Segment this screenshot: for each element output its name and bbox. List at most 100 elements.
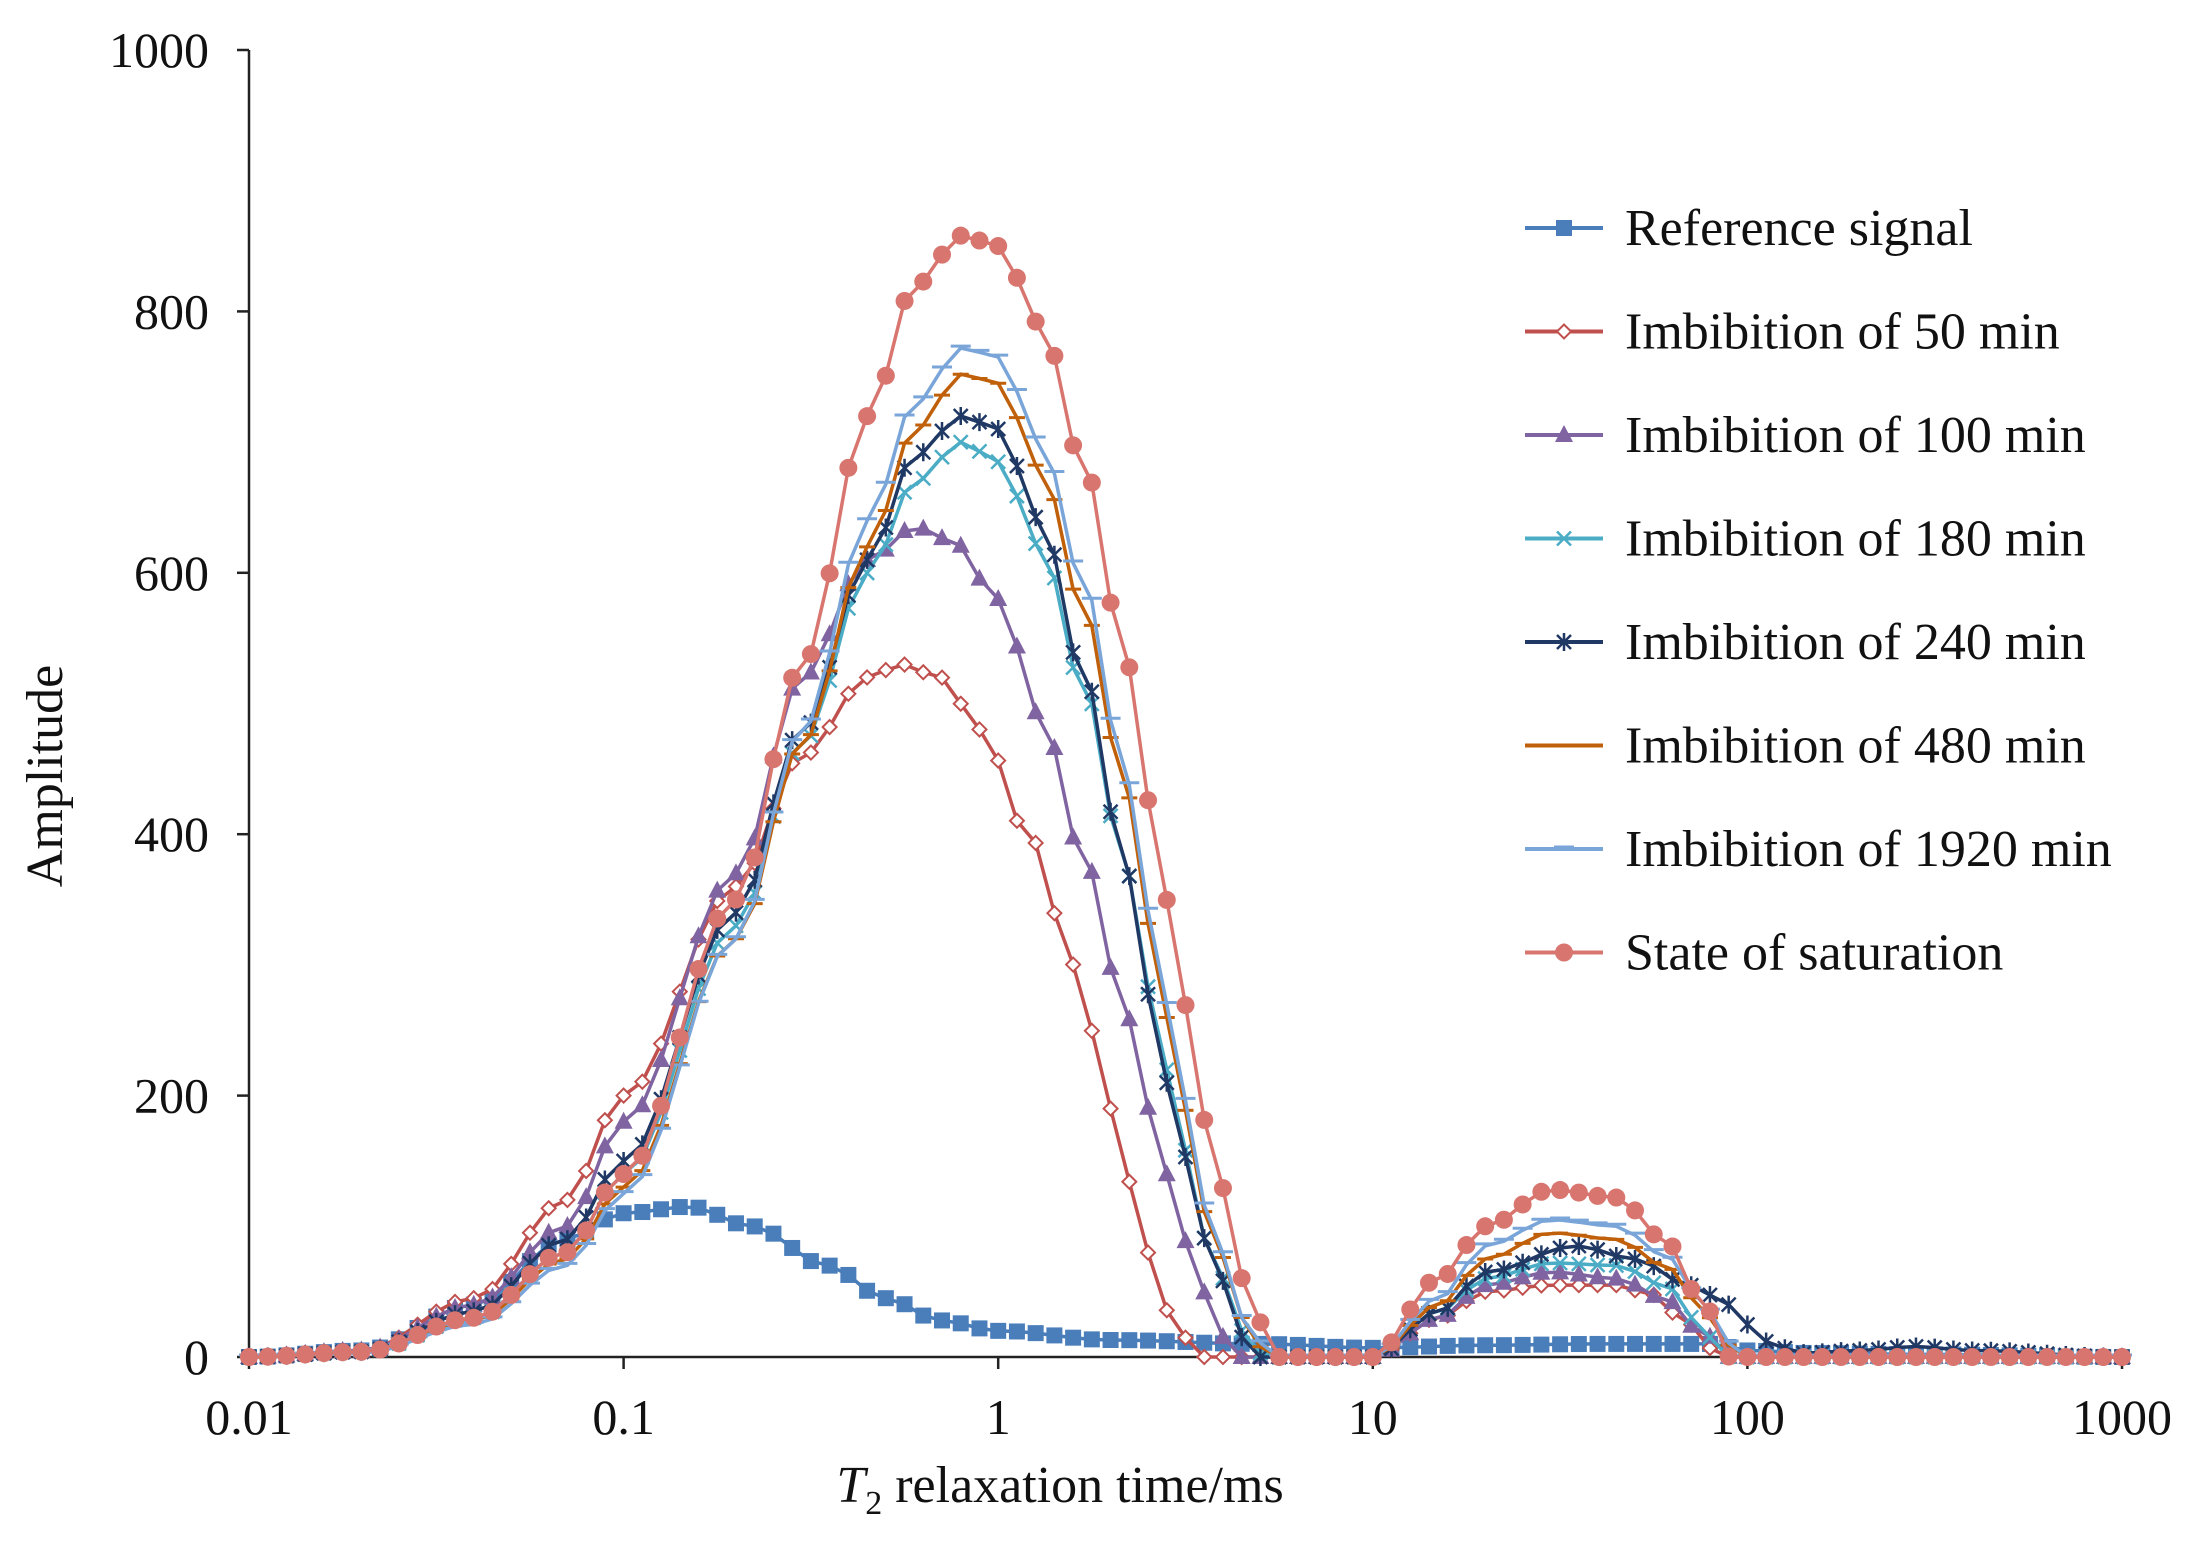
data-point	[1027, 508, 1044, 527]
data-point	[1401, 1300, 1420, 1319]
data-point	[914, 663, 932, 681]
data-point	[801, 662, 820, 680]
data-point	[1195, 1348, 1213, 1366]
data-point	[971, 413, 988, 432]
data-point	[839, 685, 857, 703]
data-point	[614, 1165, 633, 1184]
data-point	[1494, 1210, 1513, 1229]
data-point	[1495, 1337, 1512, 1354]
data-point	[2113, 1348, 2131, 1366]
data-point	[1027, 535, 1044, 552]
legend-item: Imbibition of 50 min	[1525, 304, 2060, 361]
x-axis-title-rest: relaxation time/ms	[882, 1457, 1283, 1514]
data-point	[727, 1215, 744, 1232]
data-point	[389, 1334, 408, 1353]
data-point	[1101, 957, 1120, 975]
data-point	[446, 1311, 465, 1330]
data-point	[895, 291, 914, 310]
data-point	[990, 453, 1007, 470]
data-point	[876, 366, 895, 385]
data-point	[1102, 1100, 1119, 1118]
y-tick-label: 800	[134, 283, 209, 339]
data-point	[1645, 1335, 1662, 1352]
data-point	[558, 1243, 577, 1262]
data-point	[1496, 1260, 1512, 1279]
data-point	[746, 1218, 763, 1235]
data-point	[1027, 834, 1045, 852]
data-point	[1064, 956, 1082, 973]
data-point	[1289, 1336, 1306, 1353]
data-point	[1140, 1332, 1157, 1349]
data-point	[1888, 1348, 1907, 1366]
legend-item: Imbibition of 240 min	[1525, 614, 2086, 671]
data-point	[540, 1199, 558, 1217]
data-point	[615, 1205, 632, 1222]
data-point	[1626, 1201, 1645, 1220]
data-point	[1139, 791, 1158, 810]
legend-label: Imbibition of 240 min	[1625, 614, 2086, 671]
data-point	[1552, 1238, 1568, 1257]
data-point	[896, 1296, 913, 1313]
data-point	[1009, 457, 1025, 476]
data-point	[520, 1265, 539, 1284]
data-point	[371, 1340, 390, 1359]
data-point	[933, 528, 952, 546]
data-point	[671, 1199, 688, 1216]
y-tick-label: 600	[134, 545, 209, 601]
data-point	[1101, 593, 1120, 612]
data-point	[821, 718, 839, 736]
data-point	[258, 1347, 277, 1366]
data-point	[1065, 643, 1082, 662]
data-point	[1514, 1336, 1531, 1353]
data-point	[314, 1344, 333, 1363]
legend-label: Imbibition of 480 min	[1625, 718, 2086, 775]
data-point	[2019, 1348, 2038, 1366]
data-point	[333, 1343, 352, 1362]
y-axis-title: Amplitude	[17, 665, 74, 887]
data-point	[858, 407, 877, 426]
data-point	[1009, 488, 1025, 504]
legend-label: Imbibition of 50 min	[1625, 304, 2060, 361]
data-point	[970, 231, 989, 250]
data-point	[653, 1201, 670, 1218]
data-point	[802, 744, 820, 761]
data-point	[915, 470, 932, 487]
data-point	[1026, 312, 1045, 331]
data-point	[1513, 1267, 1532, 1285]
data-point	[1158, 1333, 1175, 1350]
data-point	[1702, 1329, 1718, 1346]
data-point	[1157, 890, 1176, 909]
x-tick-label: 1000	[2072, 1389, 2172, 1445]
data-point	[1121, 1332, 1138, 1349]
data-point	[1382, 1333, 1401, 1352]
data-point	[1177, 1329, 1194, 1347]
data-point	[2075, 1348, 2094, 1366]
data-point	[539, 1222, 558, 1240]
data-point	[1906, 1348, 1925, 1366]
data-point	[1195, 1282, 1214, 1300]
data-point	[839, 458, 858, 477]
data-point	[577, 1187, 596, 1205]
data-point	[1213, 1179, 1232, 1198]
data-point	[989, 588, 1008, 606]
data-point	[1589, 1257, 1606, 1273]
data-point	[1008, 1323, 1025, 1340]
data-point	[895, 520, 914, 538]
data-point	[990, 1322, 1007, 1339]
data-point	[1627, 1263, 1643, 1280]
data-point	[1700, 1302, 1719, 1321]
data-point	[1532, 1262, 1551, 1280]
data-point	[596, 1111, 614, 1129]
data-point	[801, 645, 820, 664]
data-point	[670, 1028, 689, 1047]
data-point	[2056, 1348, 2075, 1366]
data-point	[1682, 1280, 1701, 1299]
data-point	[502, 1285, 521, 1304]
data-point	[1082, 473, 1101, 492]
data-point	[1532, 1277, 1550, 1294]
x-axis-title-italic: T	[836, 1457, 868, 1514]
data-point	[1551, 1276, 1569, 1294]
data-point	[652, 1096, 671, 1115]
data-point	[652, 1050, 671, 1068]
